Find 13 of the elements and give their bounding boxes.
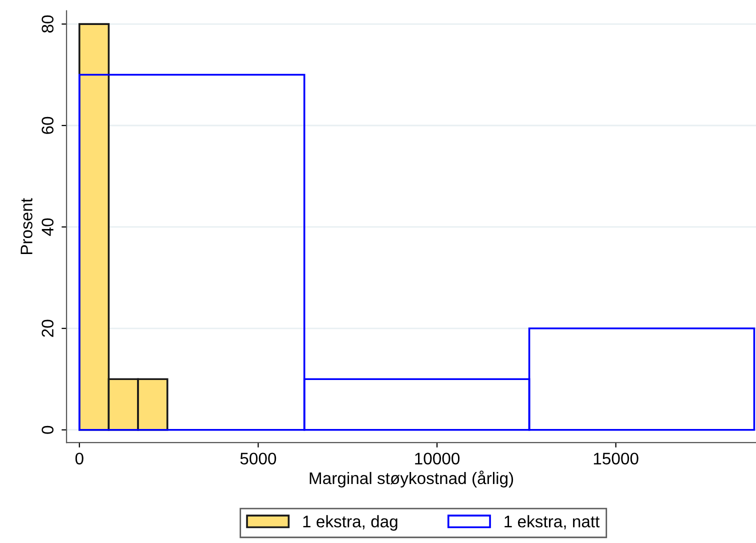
y-axis-title: Prosent	[20, 198, 32, 254]
x-tick-label: 10000	[415, 452, 460, 465]
y-tick-label: 20	[42, 320, 54, 337]
x-tick-label: 15000	[594, 452, 638, 465]
x-tick-label: 0	[75, 452, 84, 465]
x-axis-title: Marginal støykostnad (årlig)	[310, 470, 514, 488]
y-tick-label: 60	[42, 116, 54, 134]
y-tick-label: 80	[42, 15, 54, 33]
y-tick-label: 40	[42, 218, 54, 236]
x-tick-label: 5000	[240, 452, 276, 465]
legend-label: 1 ekstra, dag	[303, 515, 398, 531]
y-tick-label: 0	[42, 426, 54, 434]
legend-label: 1 ekstra, natt	[504, 515, 600, 530]
